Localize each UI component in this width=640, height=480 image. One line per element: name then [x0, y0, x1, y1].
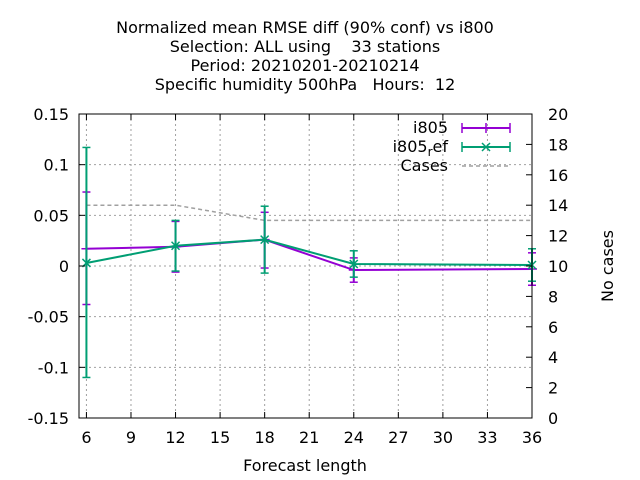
- y-tick-label: -0.15: [28, 409, 69, 428]
- cases-series: [86, 204, 532, 222]
- legend-marker-i805ref: [481, 142, 491, 152]
- legend: i805 i805ref Cases: [393, 118, 511, 175]
- x-tick-label: 6: [81, 428, 91, 447]
- y-tick-label: 0.05: [33, 206, 69, 225]
- y2-tick-label: 16: [548, 166, 568, 185]
- y2-tick-label: 10: [548, 257, 568, 276]
- y2-tick-label: 18: [548, 135, 568, 154]
- title-line-4: Specific humidity 500hPa Hours: 12: [155, 75, 456, 94]
- y2-axis-label: No cases: [598, 230, 617, 302]
- y2-tick-label: 14: [548, 196, 568, 215]
- y-tick-label: 0.15: [33, 105, 69, 124]
- series-i805: [81, 191, 537, 306]
- y2-tick-label: 6: [548, 318, 558, 337]
- series-line: [86, 238, 533, 266]
- grid: [79, 114, 532, 418]
- y-tick-label: -0.1: [38, 358, 69, 377]
- x-axis: 6 9 12 15 18 21 24 27 30 33 36: [81, 114, 542, 447]
- legend-label-i805ref-part1: i805: [393, 137, 428, 156]
- y-tick-label: -0.05: [28, 308, 69, 327]
- x-tick-label: 27: [388, 428, 408, 447]
- x-axis-label: Forecast length: [243, 456, 367, 475]
- legend-label-i805ref-part2: ef: [433, 137, 449, 156]
- y2-tick-label: 12: [548, 227, 568, 246]
- x-tick-label: 33: [477, 428, 497, 447]
- title-line-3: Period: 20210201-20210214: [190, 56, 419, 75]
- legend-item-i805ref: i805ref: [393, 137, 511, 159]
- data-point: [171, 241, 181, 251]
- x-tick-label: 9: [126, 428, 136, 447]
- y-axis: -0.15 -0.1 -0.05 0 0.05 0.1 0.15: [28, 105, 85, 428]
- y2-tick-label: 0: [548, 409, 558, 428]
- legend-label-cases: Cases: [401, 156, 449, 175]
- y2-tick-label: 2: [548, 379, 558, 398]
- legend-item-cases: Cases: [401, 156, 510, 175]
- legend-item-i805: i805: [413, 118, 511, 137]
- x-tick-label: 30: [433, 428, 453, 447]
- x-tick-label: 21: [299, 428, 319, 447]
- title-line-1: Normalized mean RMSE diff (90% conf) vs …: [116, 18, 494, 37]
- x-tick-label: 18: [254, 428, 274, 447]
- x-tick-label: 24: [344, 428, 364, 447]
- title-line-2: Selection: ALL using 33 stations: [170, 37, 440, 56]
- y2-tick-label: 4: [548, 348, 558, 367]
- series-layer: [81, 146, 537, 379]
- y2-tick-label: 20: [548, 105, 568, 124]
- x-tick-label: 15: [210, 428, 230, 447]
- y2-axis: 0 2 4 6 8 10 12 14 16 18 20: [526, 105, 568, 428]
- x-tick-label: 12: [165, 428, 185, 447]
- data-point: [260, 235, 270, 245]
- data-point: [349, 259, 359, 269]
- y-tick-label: 0.1: [44, 156, 69, 175]
- cases-line: [86, 204, 532, 222]
- y-tick-label: 0: [59, 257, 69, 276]
- y2-tick-label: 8: [548, 287, 558, 306]
- x-tick-label: 36: [522, 428, 542, 447]
- legend-label-i805: i805: [413, 118, 448, 137]
- legend-label-i805ref: i805ref: [393, 137, 449, 159]
- legend-label-i805ref-sub: r: [428, 145, 433, 159]
- chart-title: Normalized mean RMSE diff (90% conf) vs …: [116, 18, 494, 94]
- series-i805ref: [81, 146, 537, 379]
- legend-marker-i805: [481, 123, 491, 133]
